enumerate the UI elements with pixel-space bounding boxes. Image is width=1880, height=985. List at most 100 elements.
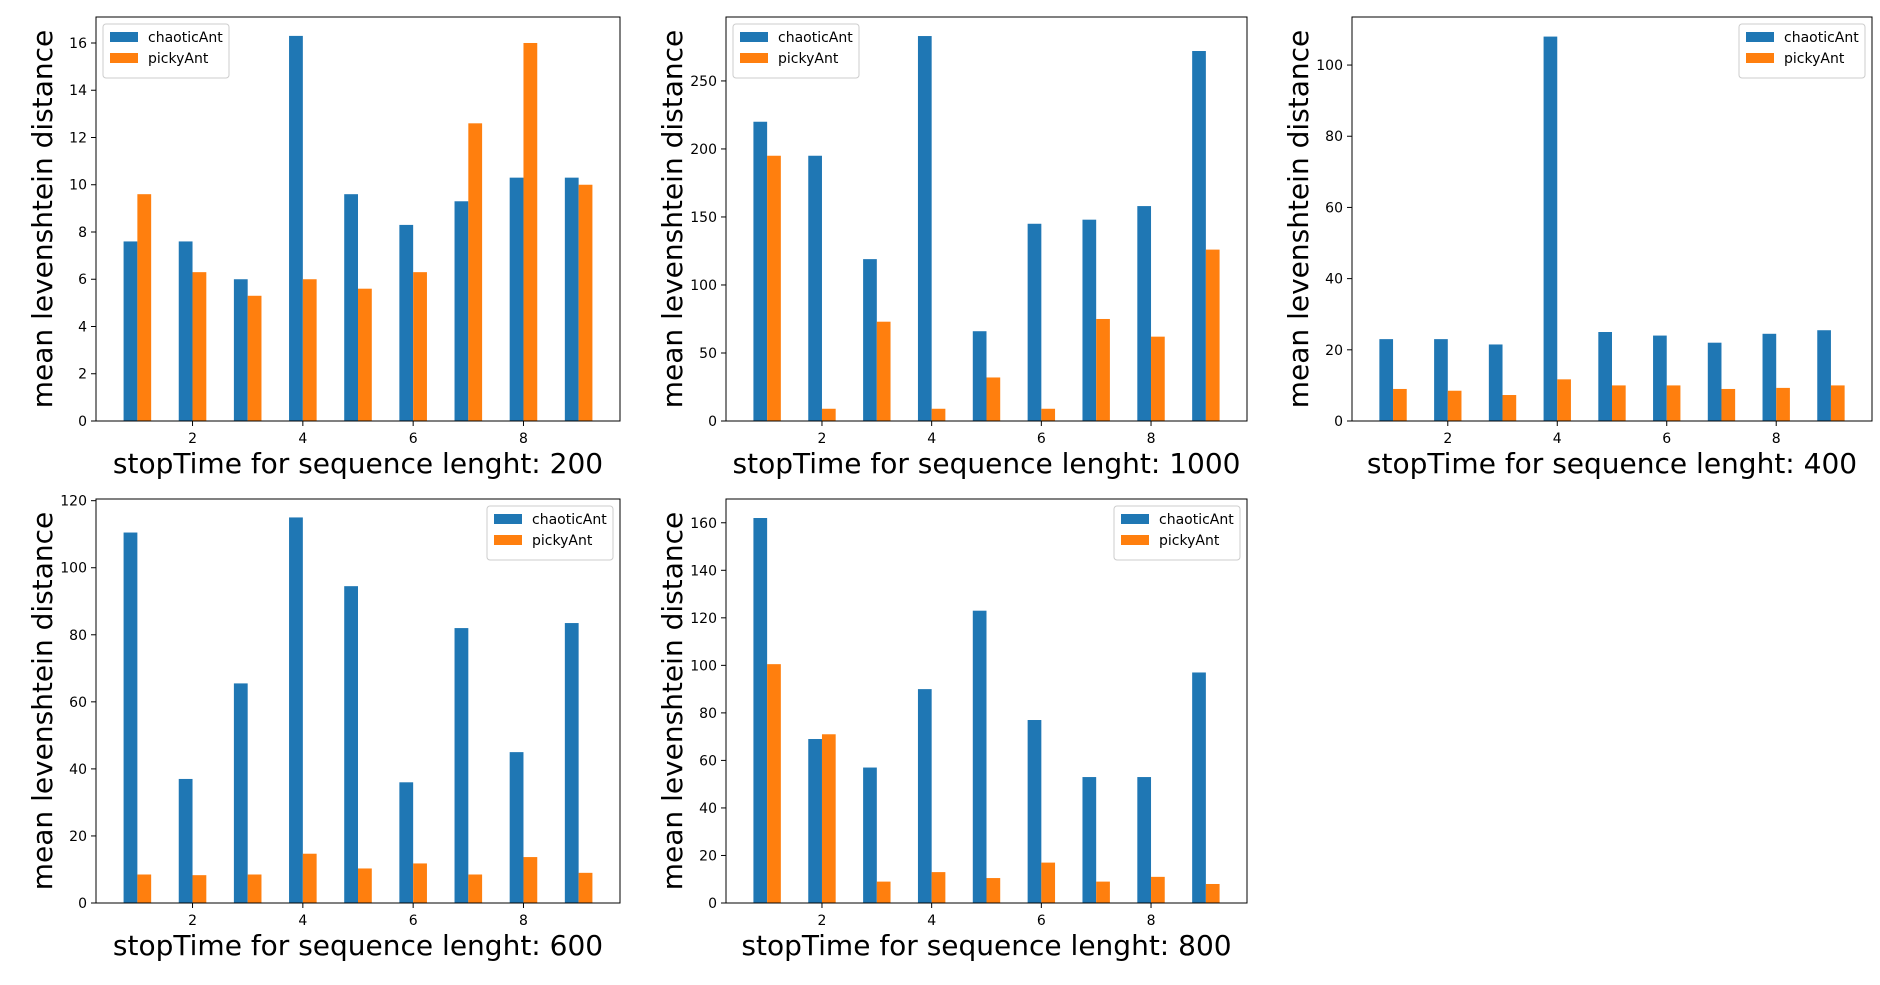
x-axis-label: stopTime for sequence lenght: 400 [1367,447,1857,480]
bar-pickyAnt-1 [1393,388,1407,421]
x-tick-label: 8 [519,913,528,929]
bar-pickyAnt-7 [468,123,483,421]
y-tick-label: 0 [78,414,87,430]
bar-pickyAnt-7 [1096,318,1110,421]
y-tick-label: 200 [690,142,717,158]
legend-swatch-pickyAnt [494,535,522,545]
bar-chaoticAnt-7 [1082,219,1097,421]
legend-swatch-chaoticAnt [1746,32,1774,42]
bar-chaoticAnt-7 [454,628,469,903]
x-tick-label: 8 [1147,431,1156,447]
legend: chaoticAnt pickyAnt [732,23,860,79]
bar-chaoticAnt-5 [344,586,358,903]
x-axis-label: stopTime for sequence lenght: 800 [741,929,1231,962]
legend-label-chaoticAnt: chaoticAnt [532,512,607,528]
y-tick-label: 80 [69,628,87,644]
y-tick-label: 160 [690,516,717,532]
legend: chaoticAnt pickyAnt [102,23,230,79]
x-tick-label: 4 [298,431,307,447]
y-axis-label: mean levenshtein distance [26,30,59,408]
bar-pickyAnt-8 [1151,336,1165,421]
bar-pickyAnt-8 [523,857,538,903]
x-tick-label: 4 [927,913,936,929]
bar-chaoticAnt-8 [1137,206,1152,421]
y-tick-label: 40 [699,801,717,817]
bar-pickyAnt-2 [192,272,207,421]
axes-frame [95,16,621,422]
bar-pickyAnt-9 [578,184,593,421]
y-tick-label: 0 [708,414,717,430]
bar-pickyAnt-4 [931,408,946,421]
y-tick-label: 80 [1325,129,1343,145]
y-tick-label: 0 [78,896,87,912]
bar-chaoticAnt-3 [233,279,248,421]
x-tick-label: 8 [519,431,528,447]
y-tick-label: 120 [60,494,87,510]
bar-pickyAnt-9 [578,872,593,903]
x-axis-label: stopTime for sequence lenght: 600 [113,929,603,962]
y-tick-label: 14 [69,83,87,99]
bar-pickyAnt-2 [1447,390,1462,421]
legend-label-pickyAnt: pickyAnt [1159,533,1220,549]
bar-pickyAnt-9 [1205,249,1220,421]
y-tick-label: 40 [69,762,87,778]
bar-chaoticAnt-1 [1379,339,1394,421]
legend: chaoticAnt pickyAnt [486,505,614,561]
y-tick-label: 2 [78,367,87,383]
x-tick-label: 2 [1443,431,1452,447]
bar-chaoticAnt-1 [123,241,138,421]
legend-swatch-pickyAnt [1121,535,1149,545]
bar-pickyAnt-9 [1205,883,1220,903]
bar-pickyAnt-7 [1721,388,1736,421]
legend-swatch-pickyAnt [1746,53,1774,63]
bar-pickyAnt-5 [986,377,1001,421]
y-tick-label: 60 [699,753,717,769]
bar-chaoticAnt-3 [863,259,877,421]
x-tick-label: 8 [1147,913,1156,929]
legend-swatch-chaoticAnt [494,514,522,524]
axes-frame [95,498,621,904]
bar-chaoticAnt-8 [509,177,524,421]
y-tick-label: 6 [78,272,87,288]
bar-chaoticAnt-6 [1653,335,1667,421]
x-tick-label: 2 [188,913,197,929]
bar-chaoticAnt-6 [1027,223,1042,421]
bar-pickyAnt-3 [876,881,891,903]
bar-chaoticAnt-5 [1598,332,1612,421]
bar-chaoticAnt-3 [233,683,248,903]
bar-pickyAnt-5 [358,288,372,421]
y-tick-label: 12 [69,130,87,146]
bar-pickyAnt-7 [1096,881,1110,903]
y-tick-label: 60 [69,695,87,711]
x-tick-label: 4 [298,913,307,929]
legend-swatch-pickyAnt [740,53,768,63]
y-tick-label: 0 [1334,414,1343,430]
bar-pickyAnt-2 [821,734,836,903]
bar-chaoticAnt-9 [1817,330,1831,421]
bar-pickyAnt-8 [1151,876,1165,903]
y-tick-label: 4 [78,319,87,335]
legend: chaoticAnt pickyAnt [1113,505,1241,561]
bar-chaoticAnt-6 [399,224,414,421]
y-tick-label: 100 [690,278,717,294]
bar-chaoticAnt-2 [808,739,822,903]
bar-pickyAnt-2 [821,408,836,421]
bar-chaoticAnt-9 [564,623,579,903]
bar-pickyAnt-6 [413,272,427,421]
bar-pickyAnt-1 [137,194,152,421]
axes-frame [725,16,1248,422]
bar-pickyAnt-8 [1776,387,1790,421]
bar-pickyAnt-5 [1612,385,1626,421]
bar-chaoticAnt-4 [1543,36,1558,421]
x-tick-label: 2 [818,431,827,447]
y-tick-label: 80 [699,706,717,722]
legend-swatch-chaoticAnt [110,32,138,42]
axes-frame [1351,16,1873,422]
bar-pickyAnt-3 [247,295,262,421]
bar-chaoticAnt-1 [123,532,138,903]
bar-pickyAnt-6 [1666,385,1681,421]
x-tick-label: 6 [1662,431,1671,447]
bar-chaoticAnt-6 [1027,720,1042,903]
bar-pickyAnt-4 [1557,379,1571,421]
